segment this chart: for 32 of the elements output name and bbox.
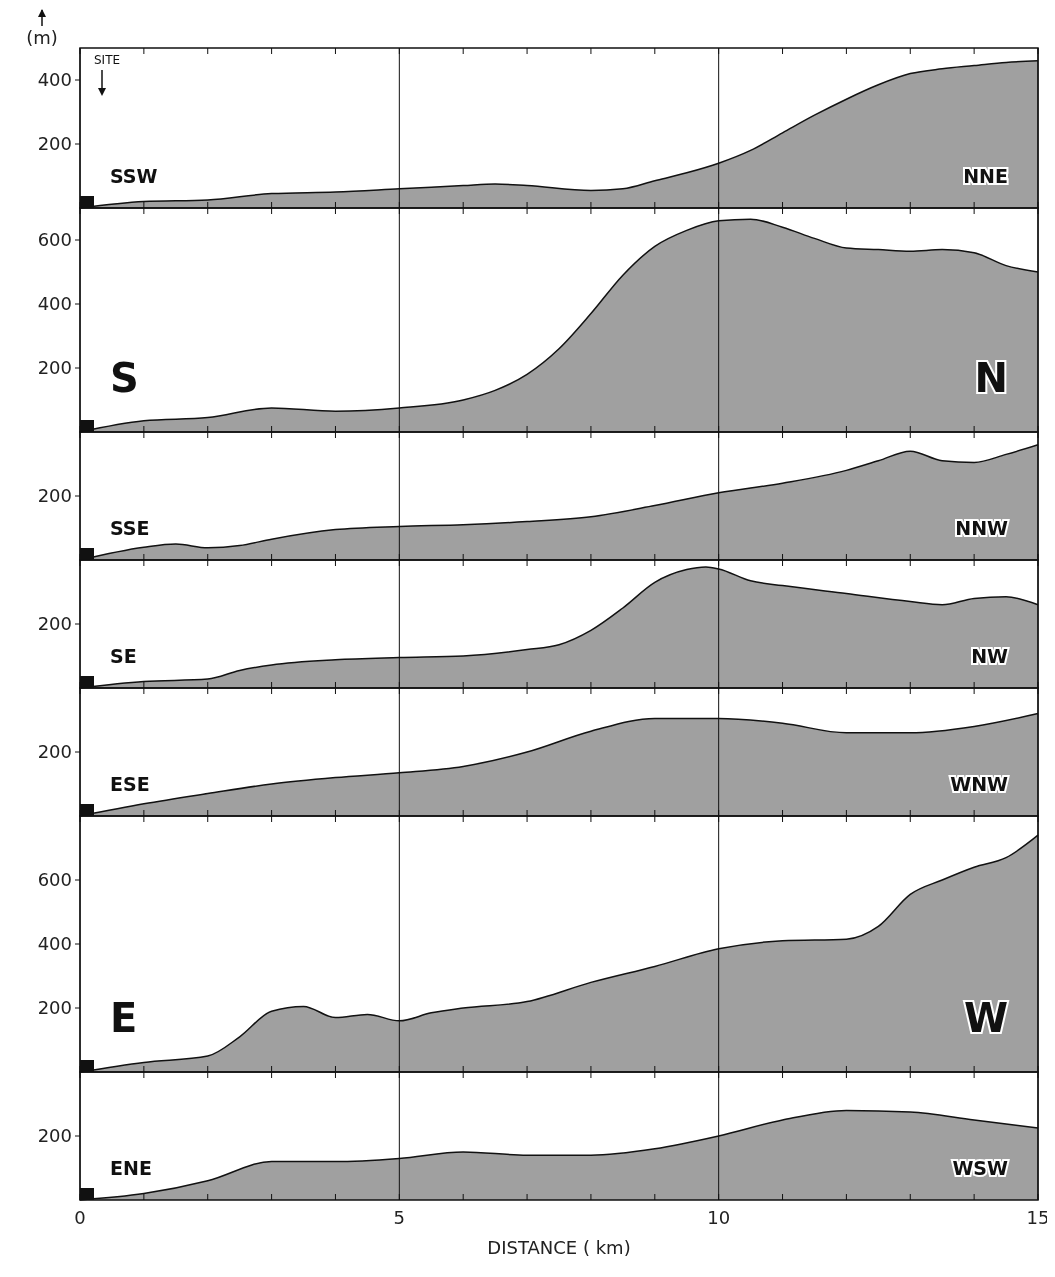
y-tick-label: 200	[37, 133, 72, 155]
annotation: SSW	[110, 165, 158, 187]
y-tick-label: 200	[37, 997, 72, 1019]
annotation: ENE	[110, 1157, 152, 1179]
y-tick-label: 200	[37, 357, 72, 379]
y-tick-label: 400	[37, 69, 72, 91]
annotation: WSW	[952, 1157, 1009, 1179]
y-tick-label: 200	[37, 741, 72, 763]
x-tick-label: 5	[393, 1207, 406, 1228]
x-tick-label: 10	[707, 1207, 731, 1228]
annotation: NNW	[955, 517, 1009, 539]
annotation: ESE	[110, 773, 150, 795]
x-tick-label: 0	[74, 1207, 86, 1228]
annotation: NW	[971, 645, 1009, 667]
annotation: NNE	[963, 165, 1008, 187]
y-axis-title: (m)	[26, 27, 58, 48]
y-tick-label: 400	[37, 293, 72, 315]
annotation: W	[963, 995, 1008, 1041]
annotation: N	[974, 355, 1008, 401]
y-tick-label: 400	[37, 933, 72, 955]
annotation: S	[110, 355, 139, 401]
x-axis-title: DISTANCE ( km)	[487, 1237, 631, 1258]
annotation: SE	[110, 645, 137, 667]
annotation: SITE	[94, 53, 121, 67]
annotation: SSE	[110, 517, 150, 539]
y-tick-label: 600	[37, 869, 72, 891]
y-tick-label: 200	[37, 1125, 72, 1147]
y-tick-label: 600	[37, 229, 72, 251]
y-tick-label: 200	[37, 613, 72, 635]
annotation: E	[110, 995, 138, 1041]
annotation: WNW	[950, 773, 1009, 795]
y-tick-label: 200	[37, 485, 72, 507]
